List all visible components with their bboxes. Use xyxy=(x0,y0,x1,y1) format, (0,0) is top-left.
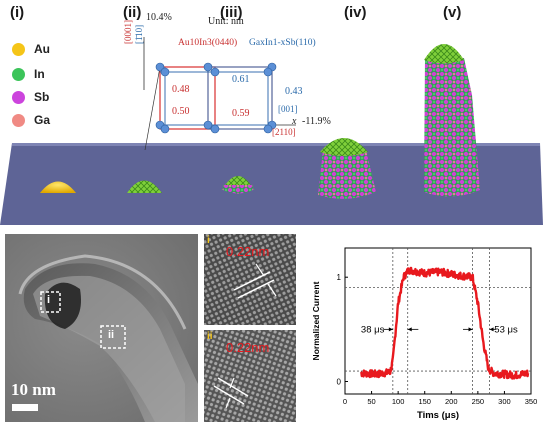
hrtem-panel-ii: ii 0.22nm xyxy=(204,330,296,422)
hrtem-ii-tag: ii xyxy=(207,331,213,342)
x-axis-label: Tims (μs) xyxy=(417,410,459,421)
lattice-value-3: 0.43 xyxy=(285,86,303,97)
x-tick-label-1: 50 xyxy=(367,397,375,406)
tem-image: i ii 10 nm xyxy=(5,234,198,422)
x-tick-label-5: 250 xyxy=(472,397,485,406)
lattice-percent-right: -11.9% xyxy=(302,116,331,127)
lattice-value-2: 0.61 xyxy=(232,74,250,85)
x-tick-label-3: 150 xyxy=(418,397,431,406)
chart-svg: 0 50 100 150 200 250 300 350 0 1 Tims (μs) Normaliz… xyxy=(311,247,538,421)
hrtem-i-tag: i xyxy=(207,235,210,246)
lattice-dir-left-bottom: [1̄10] xyxy=(134,24,144,44)
au-dot-icon xyxy=(12,43,25,56)
fall-time-label: 53 μs xyxy=(494,324,518,335)
nanowire-v xyxy=(424,58,480,197)
legend-item-au: Au xyxy=(12,42,50,56)
lattice-value-4: 0.50 xyxy=(172,106,190,117)
in-dot-icon xyxy=(12,68,25,81)
lattice-diagram xyxy=(143,37,296,151)
lattice-formula-left: Au10In3(0440) xyxy=(178,38,238,48)
nanowire-v-cap xyxy=(424,44,464,64)
stage-label-v: (v) xyxy=(443,4,462,21)
lattice-dir-left-top: [0001] xyxy=(123,20,133,44)
photoresponse-chart: 0 50 100 150 200 250 300 350 0 1 Tims (μs) Normaliz… xyxy=(305,234,540,422)
x-tick-label-4: 200 xyxy=(445,397,458,406)
lattice-unit: Unit: nm xyxy=(208,16,244,27)
rise-time-label: 38 μs xyxy=(361,324,385,335)
legend-item-ga: Ga xyxy=(12,113,50,127)
lattice-dir-right-bottom: [2110] xyxy=(272,127,296,137)
hrtem-panel-i: i 0.22nm xyxy=(204,234,296,325)
alloy-droplet-ii xyxy=(127,180,162,193)
substrate xyxy=(0,143,543,225)
stage-label-iv: (iv) xyxy=(344,4,367,21)
fall-arrow-left-head xyxy=(468,327,473,332)
tem-scale-label: 10 nm xyxy=(11,380,56,399)
stage-label-ii: (ii) xyxy=(123,4,142,21)
nanowire-iv xyxy=(318,150,376,199)
sb-dot-icon xyxy=(12,91,25,104)
y-axis-label: Normalized Current xyxy=(311,281,321,360)
tem-box-i-label: i xyxy=(47,294,51,306)
legend-item-in: In xyxy=(12,67,45,81)
y-tick-label-0: 0 xyxy=(337,377,342,386)
rise-arrow-left-head xyxy=(388,327,393,332)
lattice-value-5: 0.59 xyxy=(232,108,250,119)
x-tick-label-6: 300 xyxy=(498,397,511,406)
ga-dot-icon xyxy=(12,114,25,127)
rise-arrow-right-head xyxy=(407,327,412,332)
nanowire-iv-cap xyxy=(320,138,368,156)
lattice-axis-x: x xyxy=(292,116,297,127)
stage-label-iii: (iii) xyxy=(220,4,243,21)
hrtem-i-spacing: 0.22nm xyxy=(226,244,270,259)
y-tick-label-1: 1 xyxy=(337,273,342,282)
hrtem-ii-spacing: 0.22nm xyxy=(226,340,270,355)
lattice-value-1: 0.48 xyxy=(172,84,190,95)
plot-frame xyxy=(344,247,532,395)
lattice-dir-right-top: [001] xyxy=(278,104,298,114)
x-tick-label-0: 0 xyxy=(343,397,347,406)
fall-arrow-right-head xyxy=(489,327,494,332)
legend-item-sb: Sb xyxy=(12,90,49,104)
growth-schematic xyxy=(0,37,543,225)
lattice-formula-right: GaxIn1-xSb(110) xyxy=(249,38,316,48)
tem-box-ii-label: ii xyxy=(108,329,115,341)
stage-label-i: (i) xyxy=(10,4,25,21)
au-droplet xyxy=(40,181,76,193)
x-tick-label-7: 350 xyxy=(525,397,538,406)
current-trace xyxy=(360,266,530,380)
x-tick-label-2: 100 xyxy=(392,397,405,406)
lattice-percent-top: 10.4% xyxy=(146,12,172,23)
